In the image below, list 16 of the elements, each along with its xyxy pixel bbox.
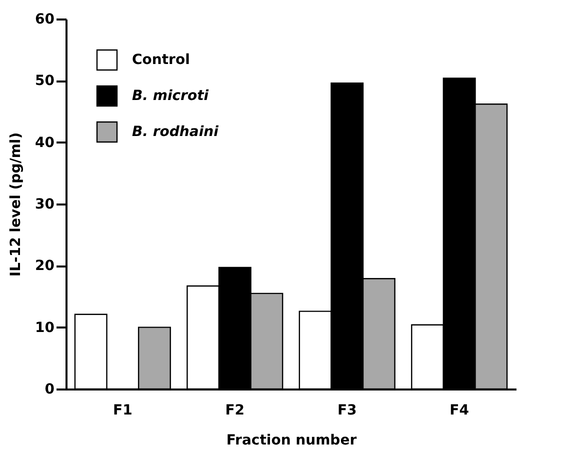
x-axis-title: Fraction number xyxy=(226,432,357,448)
y-axis-title: IL-12 level (pg/ml) xyxy=(8,132,24,277)
y-tick-label: 0 xyxy=(44,382,55,398)
legend-label: B. rodhaini xyxy=(132,124,219,140)
y-tick-label: 50 xyxy=(35,73,55,90)
y-tick-label: 40 xyxy=(35,134,55,151)
x-tick-label: F1 xyxy=(113,402,132,418)
legend-label: B. microti xyxy=(132,88,209,104)
x-tick-label: F4 xyxy=(450,402,470,418)
y-tick-label: 10 xyxy=(35,320,55,336)
y-tick-label: 20 xyxy=(35,258,55,274)
y-tick-label: 30 xyxy=(35,196,55,212)
x-tick-label: F2 xyxy=(225,402,245,418)
x-tick-label: F3 xyxy=(337,402,357,418)
legend-label: Control xyxy=(132,52,190,68)
y-tick-label: 60 xyxy=(35,12,55,28)
